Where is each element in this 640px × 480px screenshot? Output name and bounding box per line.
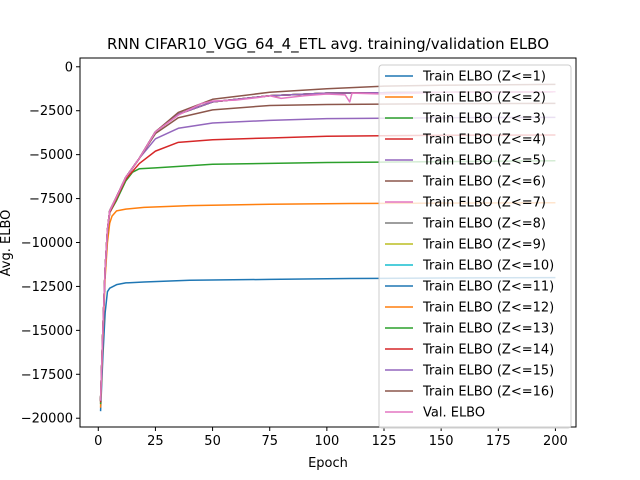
legend: Train ELBO (Z<=1) Train ELBO (Z<=2) Train …	[378, 64, 572, 429]
y-tick-label: −12500	[21, 280, 73, 295]
y-axis-title: Avg. ELBO	[0, 210, 14, 277]
x-tick-label: 200	[543, 434, 568, 449]
y-tick-label: −5000	[29, 148, 73, 163]
legend-label: Train ELBO (Z<=14)	[422, 343, 554, 358]
y-tick-label: −10000	[21, 236, 73, 251]
y-tick-label: −7500	[29, 192, 73, 207]
x-tick-label: 0	[94, 434, 102, 449]
legend-label: Train ELBO (Z<=15)	[422, 364, 554, 379]
chart-title: RNN CIFAR10_VGG_64_4_ETL avg. training/v…	[107, 35, 549, 54]
y-tick-label: −20000	[21, 412, 73, 427]
x-axis-title: Epoch	[308, 456, 348, 471]
legend-label: Train ELBO (Z<=3)	[422, 112, 546, 127]
legend-label: Train ELBO (Z<=10)	[422, 259, 554, 274]
legend-label: Train ELBO (Z<=16)	[422, 385, 554, 400]
legend-label: Train ELBO (Z<=7)	[422, 196, 546, 211]
legend-label: Val. ELBO	[423, 406, 485, 421]
y-tick-label: −15000	[21, 324, 73, 339]
y-tick-label: −17500	[21, 368, 73, 383]
x-tick-label: 75	[261, 434, 278, 449]
x-axis: 0 25 50 75 100 125 150 175 200	[94, 427, 568, 449]
x-tick-label: 125	[372, 434, 397, 449]
x-tick-label: 175	[486, 434, 511, 449]
y-axis: 0 −2500 −5000 −7500 −10000 −12500 −15000 −17500…	[21, 60, 80, 427]
legend-label: Train ELBO (Z<=11)	[422, 280, 554, 295]
x-tick-label: 25	[147, 434, 164, 449]
legend-label: Train ELBO (Z<=1)	[422, 70, 546, 85]
legend-label: Train ELBO (Z<=13)	[422, 322, 554, 337]
y-tick-label: −2500	[29, 104, 73, 119]
legend-label: Train ELBO (Z<=4)	[422, 133, 546, 148]
x-tick-label: 100	[314, 434, 339, 449]
legend-label: Train ELBO (Z<=5)	[422, 154, 546, 169]
x-tick-label: 50	[204, 434, 221, 449]
x-tick-label: 150	[429, 434, 454, 449]
series-group	[99, 83, 556, 412]
legend-label: Train ELBO (Z<=9)	[422, 238, 546, 253]
legend-label: Train ELBO (Z<=2)	[422, 91, 546, 106]
legend-label: Train ELBO (Z<=12)	[422, 301, 554, 316]
legend-box	[378, 64, 572, 429]
series-line-1	[99, 276, 556, 412]
legend-label: Train ELBO (Z<=8)	[422, 217, 546, 232]
legend-label: Train ELBO (Z<=6)	[422, 175, 546, 190]
y-tick-label: 0	[65, 60, 73, 75]
